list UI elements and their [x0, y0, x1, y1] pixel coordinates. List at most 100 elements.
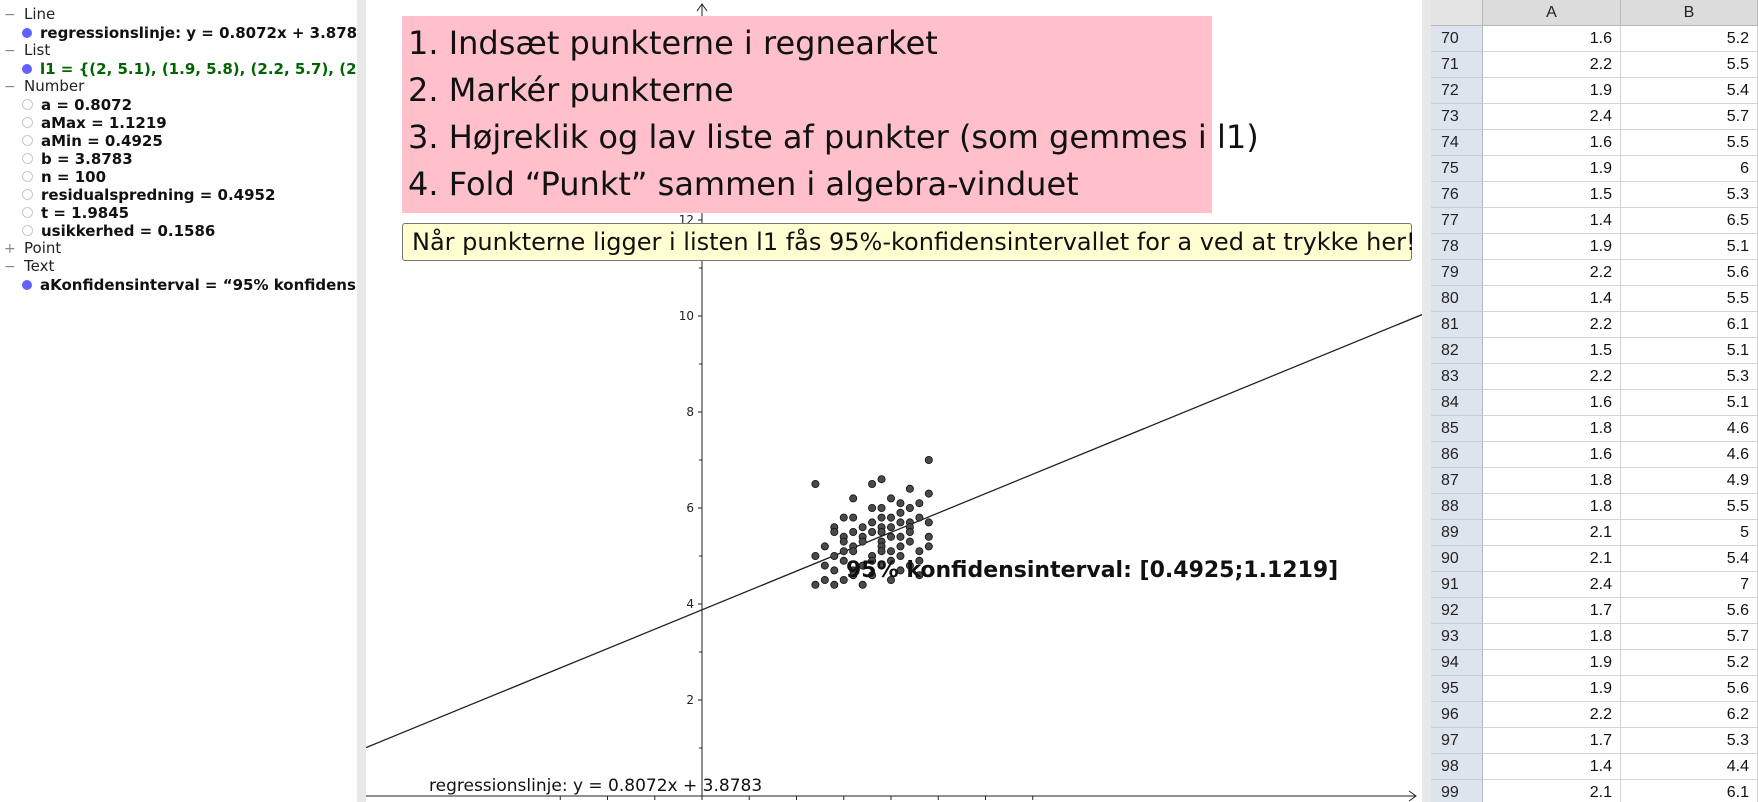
visibility-toggle-icon[interactable] [22, 63, 32, 74]
row-header[interactable]: 93 [1431, 624, 1483, 650]
cell-b[interactable]: 5.1 [1621, 338, 1758, 364]
cell-a[interactable]: 1.8 [1483, 416, 1621, 442]
collapse-toggle-icon[interactable]: − [4, 79, 16, 95]
data-point[interactable] [858, 523, 867, 532]
row-header[interactable]: 74 [1431, 130, 1483, 156]
data-point[interactable] [887, 513, 896, 522]
data-point[interactable] [905, 528, 914, 537]
row-header[interactable]: 76 [1431, 182, 1483, 208]
data-point[interactable] [811, 552, 820, 561]
row-header[interactable]: 84 [1431, 390, 1483, 416]
row-header[interactable]: 95 [1431, 676, 1483, 702]
data-point[interactable] [915, 556, 924, 565]
cell-b[interactable]: 5.5 [1621, 494, 1758, 520]
cell-a[interactable]: 1.7 [1483, 728, 1621, 754]
cell-b[interactable]: 5.6 [1621, 676, 1758, 702]
data-point[interactable] [820, 542, 829, 551]
cell-b[interactable]: 5 [1621, 520, 1758, 546]
cell-b[interactable]: 6 [1621, 156, 1758, 182]
row-header[interactable]: 96 [1431, 702, 1483, 728]
data-point[interactable] [839, 537, 848, 546]
cell-b[interactable]: 5.6 [1621, 260, 1758, 286]
algebra-object-row[interactable]: t = 1.9845 [22, 204, 129, 224]
spreadsheet-splitter[interactable] [1422, 0, 1431, 802]
data-point[interactable] [924, 532, 933, 541]
data-point[interactable] [877, 547, 886, 556]
row-header[interactable]: 89 [1431, 520, 1483, 546]
data-point[interactable] [896, 499, 905, 508]
algebra-splitter[interactable] [357, 0, 366, 802]
cell-a[interactable]: 1.8 [1483, 494, 1621, 520]
cell-a[interactable]: 2.1 [1483, 546, 1621, 572]
algebra-object-row[interactable]: aKonfidensinterval = “95% konfidensi [22, 276, 357, 296]
cell-b[interactable]: 5.3 [1621, 728, 1758, 754]
regression-line[interactable] [366, 313, 1422, 749]
cell-b[interactable]: 5.3 [1621, 364, 1758, 390]
data-point[interactable] [887, 556, 896, 565]
data-point[interactable] [905, 561, 914, 570]
row-header[interactable]: 98 [1431, 754, 1483, 780]
cell-b[interactable]: 5.1 [1621, 234, 1758, 260]
data-point[interactable] [830, 566, 839, 575]
data-point[interactable] [877, 513, 886, 522]
data-point[interactable] [915, 513, 924, 522]
cell-a[interactable]: 1.5 [1483, 182, 1621, 208]
data-point[interactable] [896, 566, 905, 575]
cell-b[interactable]: 5.2 [1621, 650, 1758, 676]
row-header[interactable]: 70 [1431, 26, 1483, 52]
confidence-interval-button[interactable]: Når punkterne ligger i listen l1 fås 95%… [402, 223, 1416, 261]
data-point[interactable] [868, 571, 877, 580]
data-point[interactable] [830, 528, 839, 537]
cell-a[interactable]: 1.5 [1483, 338, 1621, 364]
data-point[interactable] [877, 475, 886, 484]
row-header[interactable]: 80 [1431, 286, 1483, 312]
data-point[interactable] [877, 503, 886, 512]
data-point[interactable] [839, 547, 848, 556]
data-point[interactable] [924, 518, 933, 527]
cell-a[interactable]: 1.6 [1483, 390, 1621, 416]
algebra-object-row[interactable]: regressionslinje: y = 0.8072x + 3.8783 [22, 24, 357, 44]
data-point[interactable] [887, 547, 896, 556]
cell-a[interactable]: 1.8 [1483, 468, 1621, 494]
data-point[interactable] [896, 532, 905, 541]
row-header[interactable]: 81 [1431, 312, 1483, 338]
cell-a[interactable]: 1.9 [1483, 78, 1621, 104]
row-header[interactable]: 77 [1431, 208, 1483, 234]
data-point[interactable] [839, 556, 848, 565]
algebra-object-row[interactable]: aMax = 1.1219 [22, 114, 167, 134]
cell-a[interactable]: 2.2 [1483, 312, 1621, 338]
cell-b[interactable]: 4.6 [1621, 442, 1758, 468]
cell-b[interactable]: 5.4 [1621, 546, 1758, 572]
cell-b[interactable]: 4.4 [1621, 754, 1758, 780]
algebra-object-row[interactable]: aMin = 0.4925 [22, 132, 163, 152]
row-header[interactable]: 82 [1431, 338, 1483, 364]
cell-b[interactable]: 5.6 [1621, 598, 1758, 624]
cell-b[interactable]: 6.5 [1621, 208, 1758, 234]
cell-b[interactable]: 6.2 [1621, 702, 1758, 728]
data-point[interactable] [858, 561, 867, 570]
cell-a[interactable]: 1.9 [1483, 650, 1621, 676]
row-header[interactable]: 83 [1431, 364, 1483, 390]
data-point[interactable] [896, 542, 905, 551]
row-header[interactable]: 79 [1431, 260, 1483, 286]
data-point[interactable] [887, 532, 896, 541]
visibility-toggle-icon[interactable] [22, 171, 33, 182]
data-point[interactable] [924, 489, 933, 498]
data-point[interactable] [924, 542, 933, 551]
data-point[interactable] [896, 552, 905, 561]
cell-b[interactable]: 5.5 [1621, 130, 1758, 156]
cell-a[interactable]: 2.2 [1483, 260, 1621, 286]
visibility-toggle-icon[interactable] [22, 99, 33, 110]
algebra-category-number[interactable]: − Number [0, 77, 84, 97]
graphics-view[interactable]: 2 4 6 8 10 12 1. Indsæt punkterne i regnearke… [366, 0, 1422, 802]
cell-b[interactable]: 5.4 [1621, 78, 1758, 104]
data-point[interactable] [915, 571, 924, 580]
column-header-a[interactable]: A [1483, 0, 1621, 26]
row-header[interactable]: 73 [1431, 104, 1483, 130]
row-header[interactable]: 85 [1431, 416, 1483, 442]
data-point[interactable] [915, 547, 924, 556]
row-header[interactable]: 90 [1431, 546, 1483, 572]
cell-a[interactable]: 1.9 [1483, 234, 1621, 260]
cell-a[interactable]: 1.4 [1483, 208, 1621, 234]
algebra-object-row[interactable]: n = 100 [22, 168, 106, 188]
